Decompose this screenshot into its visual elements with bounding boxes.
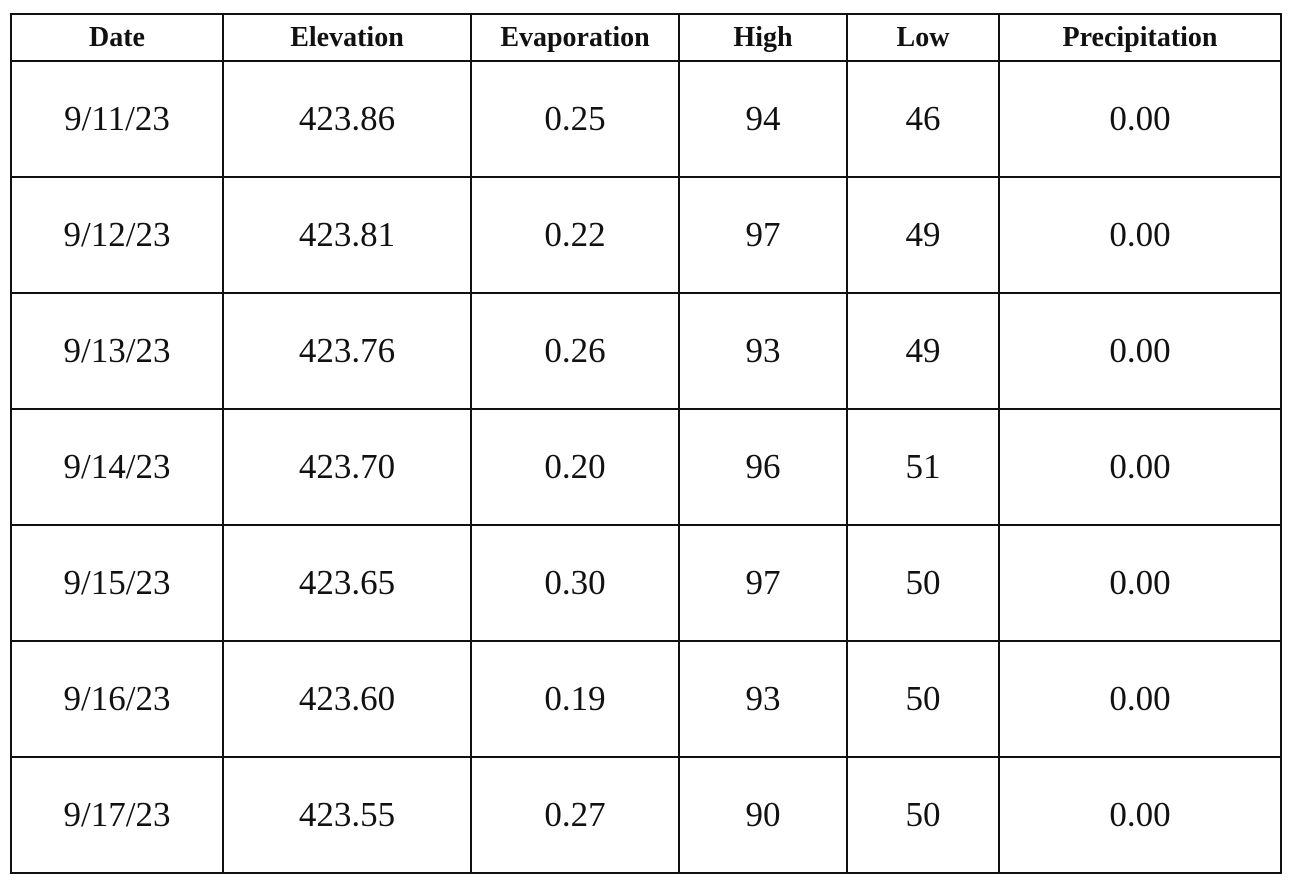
table-cell: 0.00 (998, 756, 1282, 874)
table-body: 9/11/23 423.86 0.25 94 46 0.00 9/12/23 423.81 0.… (10, 60, 1282, 874)
table-cell: 93 (678, 640, 848, 758)
table-cell: 0.00 (998, 60, 1282, 178)
table-row: 9/13/23 423.76 0.26 93 49 0.00 (10, 292, 1282, 410)
table-cell: 50 (846, 524, 1000, 642)
table-cell: 0.22 (470, 176, 680, 294)
table-cell: 0.27 (470, 756, 680, 874)
header-row: Date Elevation Evaporation High Low Precipita… (10, 13, 1282, 62)
table-cell: 9/16/23 (10, 640, 224, 758)
table-cell: 49 (846, 292, 1000, 410)
table-cell: 97 (678, 176, 848, 294)
table-cell: 46 (846, 60, 1000, 178)
table-cell: 0.26 (470, 292, 680, 410)
table-cell: 423.81 (222, 176, 472, 294)
table-cell: 423.86 (222, 60, 472, 178)
table-cell: 423.55 (222, 756, 472, 874)
header-cell: Elevation (222, 13, 472, 62)
data-table: Date Elevation Evaporation High Low Precipita… (10, 13, 1282, 874)
table-cell: 9/13/23 (10, 292, 224, 410)
table-cell: 49 (846, 176, 1000, 294)
header-cell: Date (10, 13, 224, 62)
table-header: Date Elevation Evaporation High Low Precipita… (10, 13, 1282, 62)
table-cell: 50 (846, 756, 1000, 874)
header-cell: Precipitation (998, 13, 1282, 62)
table-cell: 0.00 (998, 292, 1282, 410)
table-cell: 0.00 (998, 640, 1282, 758)
table-cell: 9/12/23 (10, 176, 224, 294)
table-cell: 9/11/23 (10, 60, 224, 178)
table-cell: 423.65 (222, 524, 472, 642)
table-cell: 0.19 (470, 640, 680, 758)
table-cell: 9/17/23 (10, 756, 224, 874)
table-cell: 9/14/23 (10, 408, 224, 526)
table-cell: 93 (678, 292, 848, 410)
table-cell: 9/15/23 (10, 524, 224, 642)
table-row: 9/16/23 423.60 0.19 93 50 0.00 (10, 640, 1282, 758)
table-cell: 0.00 (998, 524, 1282, 642)
header-cell: Evaporation (470, 13, 680, 62)
table-cell: 96 (678, 408, 848, 526)
table-cell: 50 (846, 640, 1000, 758)
table-cell: 0.30 (470, 524, 680, 642)
table-cell: 0.20 (470, 408, 680, 526)
table-cell: 0.00 (998, 176, 1282, 294)
header-cell: Low (846, 13, 1000, 62)
table-cell: 423.60 (222, 640, 472, 758)
table-row: 9/17/23 423.55 0.27 90 50 0.00 (10, 756, 1282, 874)
table-cell: 423.70 (222, 408, 472, 526)
table-cell: 90 (678, 756, 848, 874)
header-cell: High (678, 13, 848, 62)
table-cell: 423.76 (222, 292, 472, 410)
table-row: 9/12/23 423.81 0.22 97 49 0.00 (10, 176, 1282, 294)
table-cell: 51 (846, 408, 1000, 526)
table-cell: 0.00 (998, 408, 1282, 526)
table-cell: 0.25 (470, 60, 680, 178)
table-row: 9/15/23 423.65 0.30 97 50 0.00 (10, 524, 1282, 642)
table-row: 9/14/23 423.70 0.20 96 51 0.00 (10, 408, 1282, 526)
table-row: 9/11/23 423.86 0.25 94 46 0.00 (10, 60, 1282, 178)
table-cell: 94 (678, 60, 848, 178)
table-cell: 97 (678, 524, 848, 642)
